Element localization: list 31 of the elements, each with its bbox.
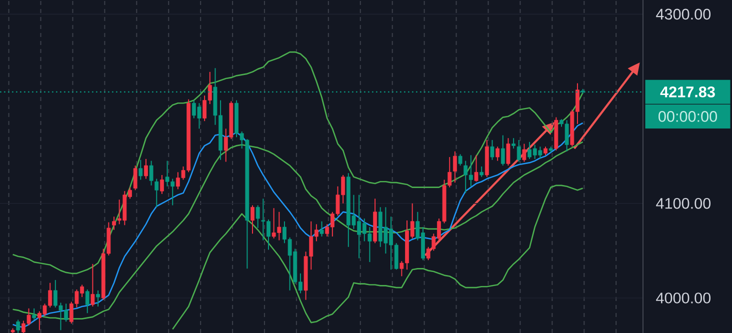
- candlestick: [458, 154, 462, 166]
- candlestick: [112, 216, 116, 230]
- candlestick: [90, 263, 95, 308]
- candlestick: [96, 290, 100, 308]
- candlestick: [490, 140, 494, 160]
- candlestick: [522, 143, 526, 162]
- candlestick: [144, 158, 148, 180]
- candlestick: [250, 204, 254, 234]
- candlestick: [496, 146, 500, 162]
- candlestick: [474, 154, 478, 182]
- y-tick-label: 4300.00: [656, 8, 711, 20]
- candlestick: [154, 178, 159, 208]
- candlestick: [133, 165, 138, 191]
- candlestick: [506, 138, 510, 166]
- text: 00:00:00: [658, 111, 717, 122]
- candlestick: [32, 308, 36, 320]
- candlestick: [320, 220, 324, 238]
- candlestick: [138, 159, 143, 180]
- candlestick: [256, 204, 260, 228]
- candlestick: [16, 319, 20, 333]
- candlestick: [452, 150, 457, 184]
- y-tick-label: 4100.00: [656, 198, 711, 209]
- candlestick: [500, 134, 505, 166]
- candlestick: [516, 140, 521, 162]
- ref-line-label: 4217.83: [660, 86, 715, 98]
- y-tick-label: 4000.00: [656, 292, 711, 304]
- candlestick: [149, 160, 154, 186]
- candlestick: [512, 138, 516, 150]
- candlestick: [160, 174, 164, 194]
- candlestick: [480, 166, 484, 178]
- candlestick: [85, 288, 90, 314]
